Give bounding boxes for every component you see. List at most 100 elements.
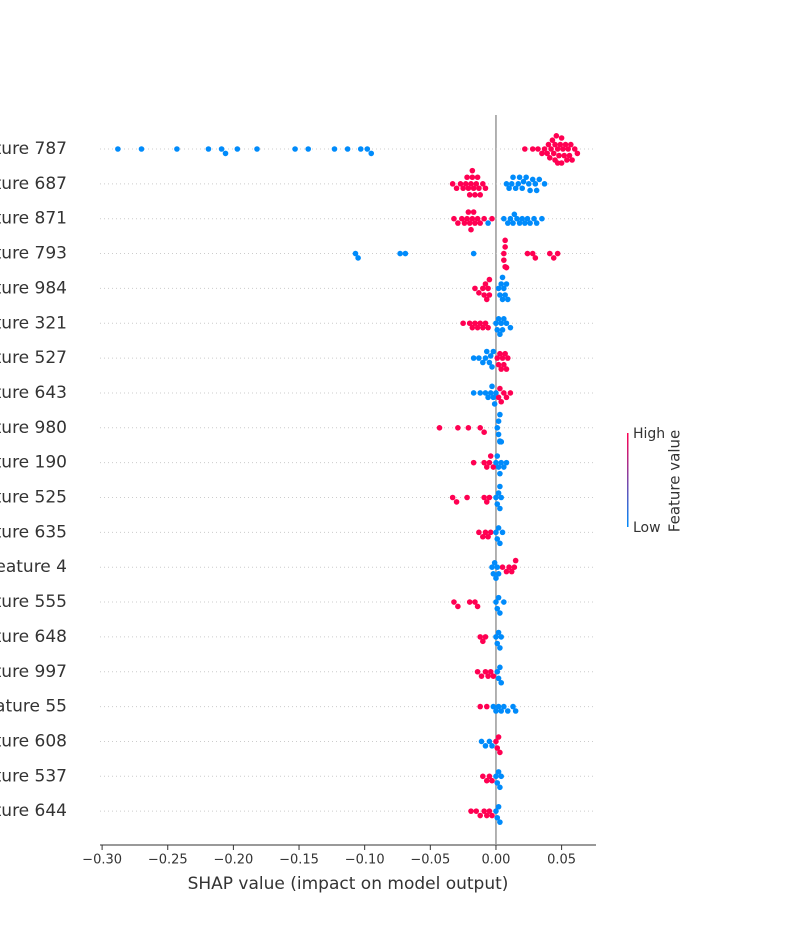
shap-point bbox=[493, 575, 499, 581]
shap-point bbox=[469, 324, 476, 331]
shap-point bbox=[503, 181, 510, 187]
colorbar-label: Feature value bbox=[666, 430, 684, 532]
shap-point bbox=[205, 146, 212, 152]
shap-point bbox=[476, 529, 482, 536]
shap-point bbox=[468, 808, 474, 814]
shap-point bbox=[567, 141, 574, 148]
shap-point bbox=[495, 418, 502, 425]
shap-point bbox=[561, 152, 568, 159]
y-tick-label: Feature 793 bbox=[0, 244, 67, 264]
shap-point bbox=[495, 285, 502, 292]
shap-point bbox=[523, 174, 529, 181]
shap-point bbox=[512, 185, 519, 192]
shap-point bbox=[498, 494, 505, 501]
shap-point bbox=[473, 181, 480, 187]
shap-point bbox=[495, 431, 502, 438]
shap-point bbox=[459, 215, 465, 222]
shap-point bbox=[470, 459, 477, 466]
shap-point bbox=[532, 255, 539, 261]
shap-point bbox=[531, 215, 537, 222]
shap-point bbox=[498, 773, 505, 780]
shap-point bbox=[472, 320, 478, 327]
shap-point bbox=[476, 185, 482, 192]
shap-point bbox=[481, 429, 487, 436]
shap-point bbox=[546, 155, 553, 161]
shap-point bbox=[483, 499, 490, 505]
shap-point bbox=[460, 185, 466, 192]
shap-point bbox=[477, 220, 484, 226]
shap-point bbox=[529, 146, 536, 152]
shap-point bbox=[457, 181, 464, 187]
shap-point bbox=[483, 777, 490, 784]
shap-point bbox=[554, 250, 561, 257]
shap-point bbox=[486, 459, 493, 466]
shap-point bbox=[464, 215, 470, 222]
shap-point bbox=[494, 640, 501, 647]
shap-point bbox=[495, 464, 502, 470]
shap-point bbox=[497, 784, 503, 791]
shap-point bbox=[482, 355, 489, 361]
shap-point bbox=[368, 150, 375, 157]
shap-point bbox=[495, 361, 502, 368]
shap-point bbox=[482, 281, 489, 287]
shap-point bbox=[461, 220, 468, 226]
shap-point bbox=[451, 599, 457, 605]
shap-point bbox=[485, 533, 491, 540]
shap-point bbox=[355, 255, 361, 261]
shap-point bbox=[504, 296, 511, 303]
shap-point bbox=[466, 220, 473, 226]
shap-point bbox=[498, 366, 505, 372]
shap-point bbox=[364, 146, 371, 152]
shap-point bbox=[557, 141, 564, 148]
shap-point bbox=[497, 664, 503, 671]
shap-point bbox=[477, 634, 484, 640]
shap-point bbox=[234, 146, 241, 152]
shap-point bbox=[469, 215, 476, 222]
shap-point bbox=[468, 226, 474, 233]
shap-point bbox=[510, 220, 516, 226]
shap-point bbox=[501, 390, 507, 396]
shap-point bbox=[516, 220, 523, 226]
shap-point bbox=[489, 364, 495, 370]
shap-point bbox=[464, 494, 470, 501]
shap-point bbox=[493, 390, 499, 396]
shap-point bbox=[480, 359, 486, 366]
shap-point bbox=[477, 192, 484, 198]
shap-point bbox=[474, 603, 481, 610]
shap-point bbox=[478, 673, 485, 679]
shap-point bbox=[550, 255, 557, 261]
shap-point bbox=[493, 494, 499, 501]
shap-point bbox=[455, 425, 461, 431]
shap-point bbox=[507, 390, 514, 396]
shap-point bbox=[493, 738, 499, 745]
shap-point bbox=[558, 160, 565, 166]
shap-point bbox=[481, 494, 487, 501]
shap-point bbox=[494, 536, 501, 542]
shap-point bbox=[483, 812, 490, 819]
shap-point bbox=[498, 439, 505, 445]
y-tick-label: Feature 635 bbox=[0, 522, 67, 542]
shap-point bbox=[494, 501, 501, 507]
x-tick-label: −0.05 bbox=[410, 853, 450, 868]
shap-point bbox=[489, 383, 495, 390]
shap-point bbox=[501, 250, 507, 257]
shap-point bbox=[546, 250, 553, 257]
shap-point bbox=[486, 276, 493, 283]
shap-point bbox=[497, 749, 503, 756]
shap-point bbox=[510, 703, 516, 710]
shap-point bbox=[497, 645, 503, 651]
shap-point bbox=[497, 470, 503, 477]
shap-point bbox=[512, 708, 519, 714]
shap-point bbox=[449, 181, 456, 187]
shap-point bbox=[493, 599, 499, 605]
shap-point bbox=[501, 285, 507, 292]
shap-point bbox=[512, 557, 519, 564]
shap-point bbox=[472, 285, 478, 292]
shap-point bbox=[455, 603, 461, 610]
shap-point bbox=[477, 812, 484, 819]
shap-point bbox=[527, 187, 533, 194]
shap-point bbox=[541, 181, 548, 187]
y-tick-label: Feature 537 bbox=[0, 766, 67, 786]
shap-point bbox=[501, 703, 507, 710]
shap-point bbox=[571, 146, 578, 152]
